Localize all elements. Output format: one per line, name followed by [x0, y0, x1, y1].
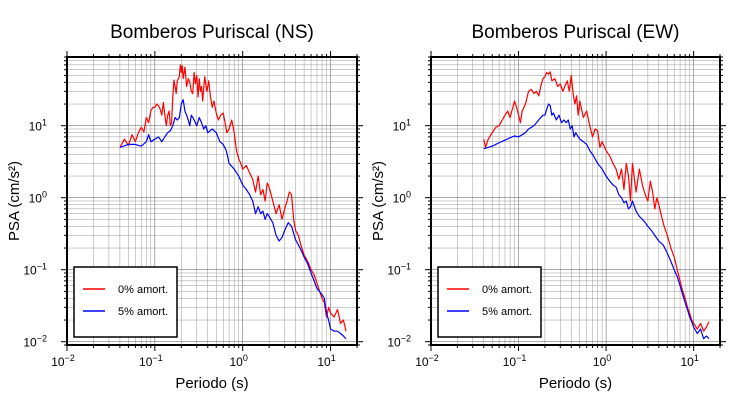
y-tick-label: 10−2 [387, 334, 411, 350]
legend-label: 0% amort. [118, 284, 168, 296]
x-axis-label: Periodo (s) [539, 375, 612, 392]
legend-label: 5% amort. [118, 306, 168, 318]
y-tick-label: 101 [393, 118, 411, 134]
x-tick-label: 100 [230, 353, 248, 369]
x-tick-label: 100 [593, 353, 611, 369]
x-tick-label: 10−1 [503, 353, 527, 369]
x-tick-label: 101 [317, 353, 335, 369]
series-line-damped [483, 103, 710, 340]
y-tick-label: 10−2 [23, 334, 47, 350]
y-tick-label: 100 [29, 190, 47, 206]
series-line-damped [119, 99, 347, 340]
x-axis-label: Periodo (s) [175, 375, 248, 392]
x-tick-label: 10−2 [415, 353, 439, 369]
legend-box [73, 266, 178, 338]
legend-label: 5% amort. [482, 306, 532, 318]
series-line-undamped [483, 71, 710, 332]
chart-title: Bomberos Puriscal (EW) [472, 22, 680, 43]
y-tick-label: 100 [393, 190, 411, 206]
y-axis-label: PSA (cm/s²) [370, 161, 387, 241]
legend: 0% amort. 5% amort. [73, 266, 178, 338]
chart-panel-ew: 10−2 10−1 100 101 10−2 10−1 100 101 Bomberos Pur… [370, 22, 726, 392]
y-axis-label: PSA (cm/s²) [6, 161, 23, 241]
x-tick-label: 10−1 [139, 353, 163, 369]
chart-title: Bomberos Puriscal (NS) [110, 22, 314, 43]
plot-frame [66, 56, 358, 346]
plot-frame [430, 56, 721, 346]
x-tick-label: 10−2 [51, 353, 75, 369]
y-tick-label: 10−1 [387, 262, 411, 278]
y-tick-label: 101 [29, 118, 47, 134]
x-tick-label: 101 [680, 353, 698, 369]
legend-box [437, 266, 542, 338]
chart-panel-ns: 10−2 10−1 100 101 10−2 10−1 100 101 Bomberos Pur… [6, 22, 363, 392]
y-tick-label: 10−1 [23, 262, 47, 278]
grid [66, 56, 358, 346]
series-line-undamped [119, 64, 347, 332]
legend-label: 0% amort. [482, 284, 532, 296]
legend: 0% amort. 5% amort. [437, 266, 542, 338]
